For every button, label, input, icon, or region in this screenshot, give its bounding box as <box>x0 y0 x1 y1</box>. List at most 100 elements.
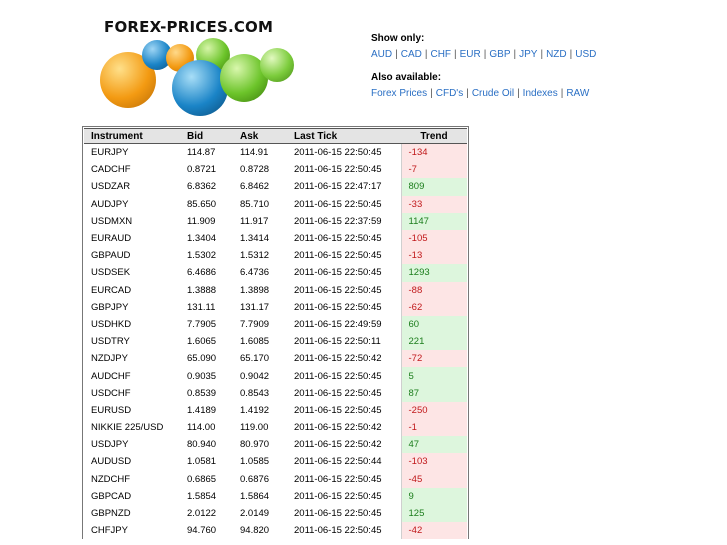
table-row: EURUSD 1.4189 1.4192 2011-06-15 22:50:45 -25… <box>84 401 467 419</box>
trend-cell: 47 <box>400 436 467 454</box>
prices-table-container: Instrument Bid Ask Last Tick Trend EURJP… <box>82 126 469 540</box>
also-link-raw[interactable]: RAW <box>566 88 590 99</box>
table-header-row: Instrument Bid Ask Last Tick Trend <box>84 128 467 144</box>
bid-cell: 131.11 <box>187 301 216 313</box>
instrument-cell: EURAUD <box>91 233 132 245</box>
ask-cell: 65.170 <box>240 353 270 365</box>
also-link-forex-prices[interactable]: Forex Prices <box>371 88 428 99</box>
currency-link-eur[interactable]: EUR <box>459 49 481 60</box>
instrument-cell: EURCAD <box>91 284 132 296</box>
bid-cell: 1.3404 <box>187 233 217 245</box>
bid-cell: 1.5854 <box>187 490 217 502</box>
instrument-cell: AUDCHF <box>91 370 131 382</box>
last-tick-cell: 2011-06-15 22:47:17 <box>294 181 382 193</box>
ask-cell: 114.91 <box>240 147 269 159</box>
trend-cell: 60 <box>400 315 467 334</box>
bid-cell: 114.00 <box>187 422 216 434</box>
last-tick-cell: 2011-06-15 22:50:45 <box>294 473 382 485</box>
trend-cell: -105 <box>400 229 467 248</box>
trend-cell: 809 <box>400 178 467 196</box>
link-separator: | <box>483 49 487 60</box>
column-header-last-tick[interactable]: Last Tick <box>287 128 401 144</box>
last-tick-cell: 2011-06-15 22:50:45 <box>294 147 382 159</box>
bid-cell: 11.909 <box>187 215 216 227</box>
table-row: AUDCHF 0.9035 0.9042 2011-06-15 22:50:45 5 <box>84 367 467 385</box>
trend-cell: -88 <box>400 281 467 299</box>
instrument-cell: AUDJPY <box>91 198 129 210</box>
table-row: USDZAR 6.8362 6.8462 2011-06-15 22:47:17 809 <box>84 178 467 196</box>
column-header-trend[interactable]: Trend <box>401 128 467 144</box>
table-row: CHFJPY 94.760 94.820 2011-06-15 22:50:45 -42 <box>84 522 467 540</box>
link-separator: | <box>569 49 573 60</box>
link-separator: | <box>395 49 398 60</box>
table-row: GBPCAD 1.5854 1.5864 2011-06-15 22:50:45 9 <box>84 487 467 505</box>
bid-cell: 94.760 <box>187 525 217 537</box>
instrument-cell: GBPCAD <box>91 490 132 502</box>
instrument-cell: GBPAUD <box>91 250 131 262</box>
last-tick-cell: 2011-06-15 22:50:45 <box>294 508 382 520</box>
last-tick-cell: 2011-06-15 22:37:59 <box>294 215 382 227</box>
ask-cell: 0.9042 <box>240 370 270 382</box>
table-row: EURAUD 1.3404 1.3414 2011-06-15 22:50:45 -10… <box>84 229 467 248</box>
last-tick-cell: 2011-06-15 22:50:42 <box>294 422 382 434</box>
site-logo[interactable]: FOREX-PRICES.COM <box>96 14 306 126</box>
trend-cell: -7 <box>400 161 467 179</box>
instrument-cell: AUDUSD <box>91 456 132 468</box>
table-row: EURCAD 1.3888 1.3898 2011-06-15 22:50:45 -88 <box>84 281 467 299</box>
logo-text: FOREX-PRICES.COM <box>104 18 274 36</box>
currency-link-nzd[interactable]: NZD <box>546 49 567 60</box>
bid-cell: 1.4189 <box>187 404 217 416</box>
table-row: USDSEK 6.4686 6.4736 2011-06-15 22:50:45 129… <box>84 264 467 282</box>
ask-cell: 1.3898 <box>240 284 270 296</box>
last-tick-cell: 2011-06-15 22:50:42 <box>294 439 382 451</box>
link-separator: | <box>560 88 564 99</box>
last-tick-cell: 2011-06-15 22:50:42 <box>294 353 382 365</box>
instrument-cell: USDCHF <box>91 387 131 399</box>
instrument-cell: USDSEK <box>91 267 131 279</box>
bid-cell: 1.6065 <box>187 336 217 348</box>
currency-link-gbp[interactable]: GBP <box>489 49 511 60</box>
ask-cell: 1.5312 <box>240 250 270 262</box>
instrument-cell: NZDCHF <box>91 473 131 485</box>
trend-cell: 221 <box>400 333 467 351</box>
instrument-cell: USDHKD <box>91 318 132 330</box>
currency-link-jpy[interactable]: JPY <box>519 49 538 60</box>
bid-cell: 1.5302 <box>187 250 217 262</box>
last-tick-cell: 2011-06-15 22:50:45 <box>294 525 382 537</box>
show-only-label: Show only: <box>371 33 425 44</box>
trend-cell: 1293 <box>400 264 467 282</box>
ask-cell: 131.17 <box>240 301 270 313</box>
prices-table: Instrument Bid Ask Last Tick Trend EURJP… <box>84 128 467 540</box>
bid-cell: 65.090 <box>187 353 217 365</box>
last-tick-cell: 2011-06-15 22:50:45 <box>294 267 382 279</box>
also-link-indexes[interactable]: Indexes <box>522 88 558 99</box>
currency-link-usd[interactable]: USD <box>575 49 597 60</box>
ask-cell: 6.8462 <box>240 181 270 193</box>
column-header-bid[interactable]: Bid <box>180 128 233 144</box>
bid-cell: 2.0122 <box>187 508 217 520</box>
trend-cell: 87 <box>400 384 467 402</box>
currency-link-chf[interactable]: CHF <box>430 49 452 60</box>
currency-link-cad[interactable]: CAD <box>400 49 422 60</box>
link-separator: | <box>466 88 469 99</box>
last-tick-cell: 2011-06-15 22:50:45 <box>294 387 382 399</box>
currency-link-aud[interactable]: AUD <box>371 49 393 60</box>
column-header-ask[interactable]: Ask <box>233 128 287 144</box>
table-row: GBPJPY 131.11 131.17 2011-06-15 22:50:45 -62 <box>84 298 467 316</box>
bid-cell: 0.8539 <box>187 387 217 399</box>
trend-cell: 125 <box>400 504 467 523</box>
last-tick-cell: 2011-06-15 22:50:45 <box>294 490 382 502</box>
trend-cell: -250 <box>400 401 467 419</box>
ask-cell: 6.4736 <box>240 267 270 279</box>
trend-cell: 1147 <box>400 212 467 230</box>
logo-ball-blue-large <box>172 60 228 116</box>
instrument-cell: USDJPY <box>91 439 129 451</box>
instrument-cell: GBPJPY <box>91 301 129 313</box>
also-link-crude-oil[interactable]: Crude Oil <box>471 88 515 99</box>
column-header-instrument[interactable]: Instrument <box>84 128 180 144</box>
ask-cell: 0.8543 <box>240 387 270 399</box>
table-row: NZDJPY 65.090 65.170 2011-06-15 22:50:42 -72 <box>84 350 467 368</box>
table-row: USDMXN 11.909 11.917 2011-06-15 22:37:59 114… <box>84 212 467 230</box>
table-row: GBPAUD 1.5302 1.5312 2011-06-15 22:50:45 -13 <box>84 247 467 265</box>
also-link-cfd-s[interactable]: CFD's <box>435 88 464 99</box>
